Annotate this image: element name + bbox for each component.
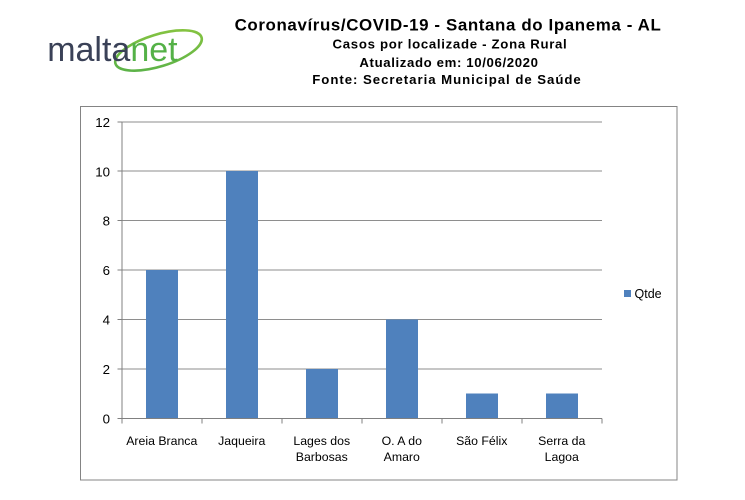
svg-text:6: 6: [103, 263, 110, 278]
svg-text:Lages dos: Lages dos: [293, 434, 350, 448]
svg-text:Qtde: Qtde: [635, 287, 662, 301]
svg-text:Lagoa: Lagoa: [545, 450, 579, 464]
svg-text:Serra da: Serra da: [538, 434, 585, 448]
svg-text:Areia Branca: Areia Branca: [126, 434, 197, 448]
svg-text:O. A do: O. A do: [382, 434, 422, 448]
svg-text:Coronavírus/COVID-19 - Santana: Coronavírus/COVID-19 - Santana do Ipanem…: [235, 15, 662, 34]
svg-text:8: 8: [103, 214, 110, 229]
svg-text:Amaro: Amaro: [384, 450, 420, 464]
svg-text:Barbosas: Barbosas: [296, 450, 348, 464]
svg-text:Casos por localizade - Zona Ru: Casos por localizade - Zona Rural: [333, 37, 568, 52]
svg-text:Atualizado em: 10/06/2020: Atualizado em: 10/06/2020: [359, 55, 538, 70]
svg-text:2: 2: [103, 362, 110, 377]
svg-text:São Félix: São Félix: [456, 434, 508, 448]
svg-text:Jaqueira: Jaqueira: [218, 434, 265, 448]
svg-text:0: 0: [103, 411, 110, 426]
svg-text:maltanet: maltanet: [47, 31, 178, 69]
svg-text:4: 4: [103, 313, 110, 328]
svg-text:12: 12: [95, 115, 110, 130]
svg-text:10: 10: [95, 164, 110, 179]
svg-text:Fonte: Secretaria Municipal de: Fonte: Secretaria Municipal de Saúde: [312, 72, 581, 87]
